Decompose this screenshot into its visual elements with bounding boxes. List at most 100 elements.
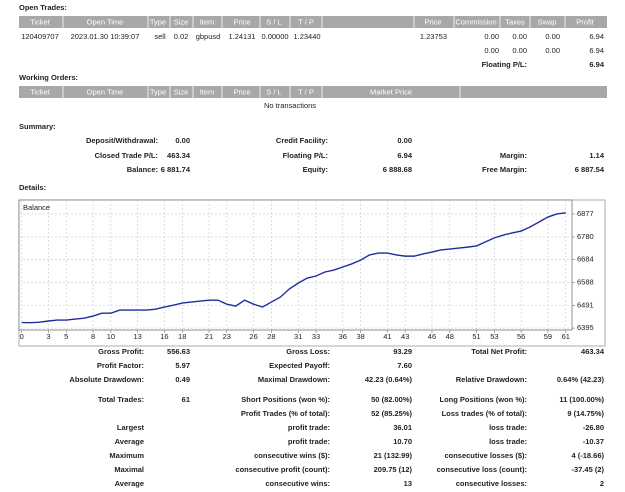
column-header: T / P	[298, 87, 314, 96]
x-tick-label: 28	[267, 332, 275, 341]
stat-label: Deposit/Withdrawal:	[86, 136, 158, 145]
stat-value: 5.97	[175, 361, 190, 370]
x-tick-label: 8	[91, 332, 95, 341]
column-header: Ticket	[30, 17, 51, 26]
column-header: Price	[233, 17, 250, 26]
stat-label: Largest	[117, 423, 145, 432]
table-cell: 1.23440	[293, 32, 320, 41]
stat-label: Short Positions (won %):	[241, 395, 330, 404]
table-cell: 1.23753	[420, 32, 447, 41]
stat-value: 0.64% (42.23)	[557, 375, 605, 384]
stat-value: 10.70	[393, 437, 412, 446]
y-tick-label: 6684	[577, 255, 594, 264]
stat-value: 556.63	[167, 347, 190, 356]
chart-title: Balance	[23, 203, 50, 212]
column-header: Price	[424, 17, 441, 26]
x-tick-label: 31	[294, 332, 302, 341]
stat-value: 13	[404, 479, 412, 488]
stat-label: Maximal Drawdown:	[258, 375, 330, 384]
table-cell: gbpusd	[196, 32, 221, 41]
stat-label: Floating P/L:	[283, 151, 328, 160]
stat-value: 50 (82.00%)	[371, 395, 412, 404]
stat-label: Absolute Drawdown:	[69, 375, 144, 384]
stat-value: 209.75 (12)	[374, 465, 413, 474]
column-header: Swap	[538, 17, 557, 26]
column-header: S / L	[266, 87, 281, 96]
x-tick-label: 53	[490, 332, 498, 341]
total-cell: 0.00	[484, 46, 499, 55]
stat-label: consecutive wins ($):	[254, 451, 330, 460]
stat-label: Equity:	[303, 165, 328, 174]
stat-label: loss trade:	[489, 423, 527, 432]
x-tick-label: 38	[356, 332, 364, 341]
x-tick-label: 51	[472, 332, 480, 341]
stat-label: Free Margin:	[482, 165, 527, 174]
x-tick-label: 43	[401, 332, 409, 341]
column-header: Type	[150, 87, 166, 96]
column-header: Price	[233, 87, 250, 96]
stat-label: Profit Trades (% of total):	[241, 409, 330, 418]
x-tick-label: 61	[562, 332, 570, 341]
x-tick-label: 59	[544, 332, 552, 341]
column-header: Market Price	[370, 87, 412, 96]
column-header: Size	[174, 87, 189, 96]
table-cell: 6.94	[589, 32, 604, 41]
section-title: Open Trades:	[19, 3, 67, 12]
table-cell: 120409707	[21, 32, 59, 41]
table-cell: 0.00	[512, 32, 527, 41]
total-cell: 6.94	[589, 46, 604, 55]
stat-value: -26.80	[583, 423, 604, 432]
section-title: Summary:	[19, 122, 56, 131]
stat-value: 2	[600, 479, 604, 488]
stat-label: consecutive losses ($):	[444, 451, 527, 460]
stat-value: -10.37	[583, 437, 604, 446]
stat-value: 6 881.74	[161, 165, 191, 174]
stat-value: 463.34	[167, 151, 191, 160]
stat-value: 1.14	[589, 151, 604, 160]
stat-label: Expected Payoff:	[269, 361, 330, 370]
stat-label: profit trade:	[288, 437, 330, 446]
stat-label: Maximum	[109, 451, 144, 460]
stat-label: Long Positions (won %):	[440, 395, 528, 404]
stat-label: profit trade:	[288, 423, 330, 432]
column-header: Open Time	[87, 17, 124, 26]
floating-value: 6.94	[589, 60, 604, 69]
column-header: Open Time	[87, 87, 124, 96]
stat-label: loss trade:	[489, 437, 527, 446]
stat-value: 42.23 (0.64%)	[365, 375, 413, 384]
stat-label: Loss trades (% of total):	[442, 409, 527, 418]
x-tick-label: 36	[339, 332, 347, 341]
stat-label: Gross Profit:	[98, 347, 144, 356]
x-tick-label: 18	[178, 332, 186, 341]
stat-value: 7.60	[397, 361, 412, 370]
x-tick-label: 16	[160, 332, 168, 341]
section-title: Details:	[19, 183, 46, 192]
x-tick-label: 56	[517, 332, 525, 341]
stat-label: Maximal	[114, 465, 144, 474]
stat-label: Balance:	[127, 165, 158, 174]
stat-value: 0.00	[175, 136, 190, 145]
column-header: Commission	[455, 17, 496, 26]
stat-value: 0.49	[175, 375, 190, 384]
x-tick-label: 26	[249, 332, 257, 341]
column-header: S / L	[266, 17, 281, 26]
column-header: Item	[200, 17, 215, 26]
total-cell: 0.00	[512, 46, 527, 55]
floating-label: Floating P/L:	[482, 60, 527, 69]
column-header: T / P	[298, 17, 314, 26]
column-header: Profit	[576, 17, 594, 26]
x-tick-label: 21	[205, 332, 213, 341]
x-tick-label: 33	[312, 332, 320, 341]
column-header: Size	[174, 17, 189, 26]
column-header: Ticket	[30, 87, 51, 96]
stat-value: -37.45 (2)	[571, 465, 604, 474]
stat-value: 61	[182, 395, 190, 404]
stat-label: consecutive loss (count):	[437, 465, 527, 474]
stat-value: 6 888.68	[383, 165, 412, 174]
stat-value: 6 887.54	[575, 165, 605, 174]
stat-label: consecutive wins:	[265, 479, 330, 488]
column-header: Type	[150, 17, 166, 26]
stat-label: Gross Loss:	[286, 347, 330, 356]
table-cell: 0.00	[484, 32, 499, 41]
